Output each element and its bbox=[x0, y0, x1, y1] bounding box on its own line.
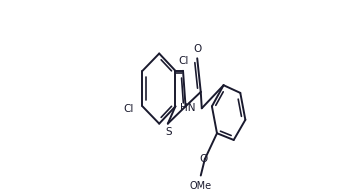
Text: HN: HN bbox=[180, 103, 196, 113]
Text: O: O bbox=[200, 154, 208, 164]
Text: O: O bbox=[194, 44, 202, 54]
Text: Cl: Cl bbox=[179, 56, 189, 66]
Text: S: S bbox=[165, 127, 172, 138]
Text: OMe: OMe bbox=[190, 181, 212, 191]
Text: Cl: Cl bbox=[123, 104, 134, 114]
